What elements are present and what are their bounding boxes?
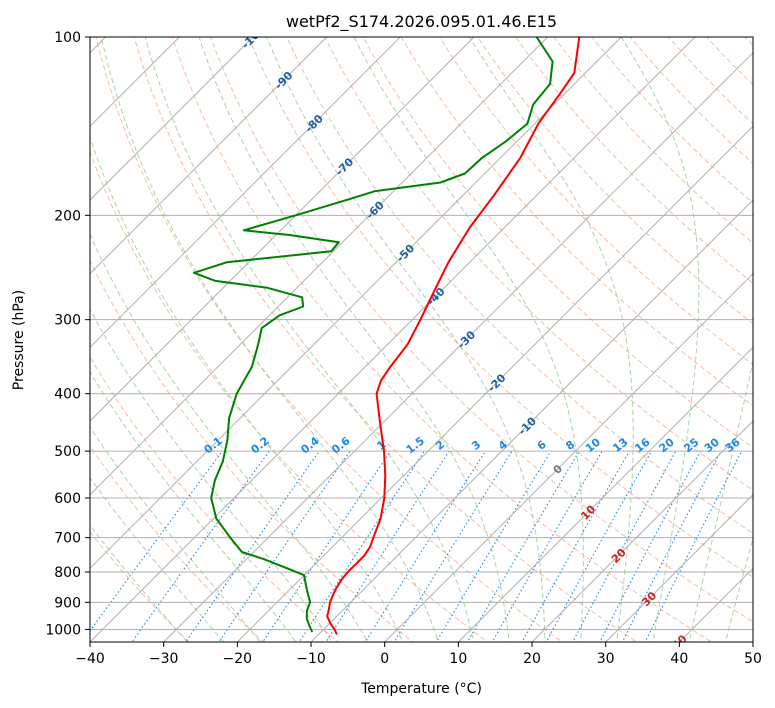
dry-adiabat [90, 259, 414, 642]
moist-adiabat [90, 426, 261, 642]
mixing-ratio-line [491, 450, 603, 642]
profiles [193, 37, 581, 635]
y-axis: 100 200 300 400 500 600 700 800 900 1000 [45, 30, 90, 638]
x-tick-label: −30 [149, 651, 179, 667]
mixing-ratio-line [466, 450, 580, 642]
isotherm [531, 420, 753, 642]
moist-adiabat [688, 358, 753, 642]
x-tick-label: −20 [223, 651, 253, 667]
dry-adiabat [209, 37, 753, 623]
mixing-ratio-line [262, 450, 392, 642]
isotherm [90, 37, 623, 570]
dry-adiabats [90, 24, 775, 654]
moist-adiabat [144, 37, 475, 642]
mixing-ratio-lines [90, 450, 743, 642]
dry-adiabat [95, 37, 564, 642]
moist-adiabat [469, 37, 634, 642]
isotherm [90, 37, 254, 201]
x-tick-label: 0 [380, 651, 389, 667]
y-tick-label: 600 [54, 491, 81, 507]
mixing-ratio-line [218, 450, 351, 642]
x-tick-label: 30 [597, 651, 615, 667]
mixing-ratio-line [644, 450, 743, 642]
isotherm-label: 40 [670, 632, 690, 652]
moist-adiabat [620, 37, 700, 642]
moist-adiabat [725, 536, 753, 642]
mixing-ratio-line [131, 450, 270, 642]
moist-adiabat [353, 37, 584, 642]
isotherm [90, 37, 549, 496]
mixing-ratio-line [298, 450, 425, 642]
isotherm [236, 125, 753, 642]
x-axis: −40 −30 −20 −10 0 10 20 30 40 50 [75, 642, 762, 667]
plot-frame [89, 36, 754, 643]
moist-adiabat [198, 37, 510, 642]
plot-area [90, 37, 753, 642]
dry-adiabat [476, 37, 753, 325]
y-tick-label: 300 [54, 313, 81, 329]
dry-adiabat [286, 37, 753, 534]
y-tick-label: 800 [54, 565, 81, 581]
x-tick-label: 50 [744, 651, 762, 667]
isotherm [90, 37, 475, 422]
dry-adiabat [362, 37, 753, 449]
temperature-profile [326, 37, 581, 635]
dry-adiabat [90, 150, 489, 642]
x-tick-label: 20 [523, 651, 541, 667]
moist-adiabat [90, 370, 297, 642]
x-tick-label: −40 [75, 651, 105, 667]
y-tick-label: 200 [54, 208, 81, 224]
dry-adiabat [438, 37, 753, 366]
isotherm [90, 37, 696, 642]
isotherm [604, 493, 753, 642]
mixing-ratio-line [185, 450, 320, 642]
y-tick-label: 700 [54, 531, 81, 547]
isotherms [0, 10, 753, 654]
isotherm [383, 272, 753, 642]
mixing-ratio-line [545, 450, 653, 642]
y-tick-label: 500 [54, 444, 81, 460]
moist-adiabat [90, 308, 333, 642]
isotherm [457, 346, 753, 642]
x-tick-label: 40 [670, 651, 688, 667]
isotherm [310, 199, 753, 642]
dry-adiabat [770, 24, 775, 654]
isotherm [90, 37, 328, 275]
y-tick-label: 1000 [45, 622, 81, 638]
moist-adiabat [100, 37, 439, 642]
moist-adiabats [90, 37, 753, 642]
dry-adiabat [171, 37, 713, 642]
y-axis-label: Pressure (hPa) [11, 290, 27, 390]
y-tick-label: 100 [54, 30, 81, 46]
isotherm [0, 10, 59, 654]
x-tick-label: 10 [449, 651, 467, 667]
x-tick-label: −10 [296, 651, 326, 667]
isotherm [90, 37, 181, 128]
dewpoint-profile [193, 37, 554, 633]
dry-adiabat [133, 37, 638, 642]
moist-adiabat [266, 37, 546, 642]
moist-adiabat [90, 135, 404, 642]
x-axis-label: Temperature (°C) [360, 681, 482, 697]
dry-adiabat [515, 37, 753, 284]
y-tick-label: 900 [54, 595, 81, 611]
dry-adiabat [591, 37, 753, 204]
mixing-ratio-line [435, 450, 552, 642]
mixing-ratio-line [325, 450, 450, 642]
isotherm [90, 37, 402, 349]
dry-adiabat [324, 37, 753, 491]
isotherm [162, 51, 753, 642]
y-tick-label: 400 [54, 387, 81, 403]
dry-adiabat [400, 37, 753, 407]
chart-title: wetPf2_S174.2026.095.01.46.E15 [286, 12, 557, 32]
moist-adiabat [90, 232, 368, 642]
dry-adiabat [553, 37, 753, 244]
